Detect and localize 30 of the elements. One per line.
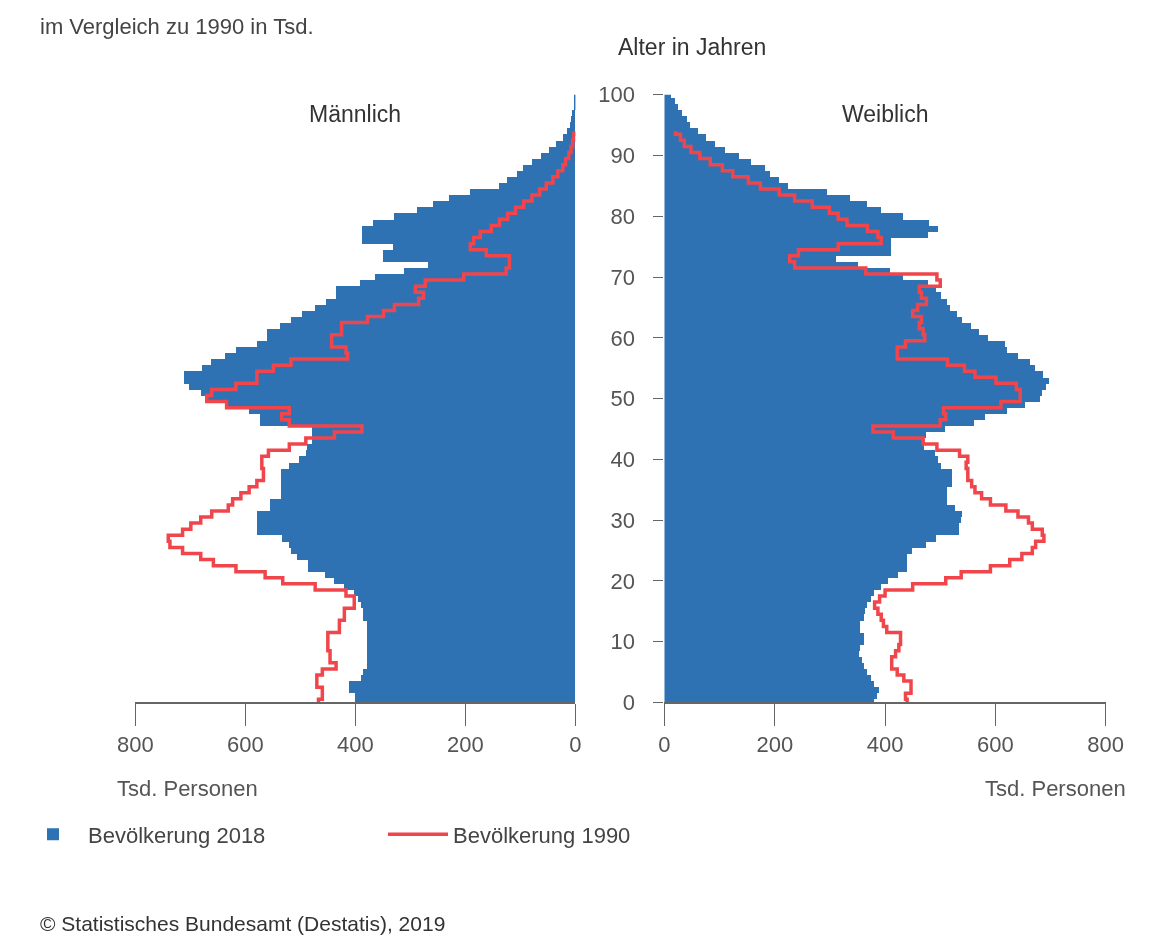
y-tick-label: 100: [598, 82, 636, 108]
x-tick-label: 800: [116, 732, 154, 758]
x-tick-label: 200: [447, 732, 484, 758]
x-tick-label: 600: [977, 732, 1014, 758]
x-tick-label: 800: [1087, 732, 1125, 758]
x-axis-title: Tsd. Personen: [117, 776, 258, 801]
y-tick-label: 70: [610, 264, 636, 290]
y-tick-label: 90: [610, 143, 636, 169]
y-tick-label: 20: [610, 568, 636, 594]
x-tick-label: 600: [226, 732, 264, 758]
y-tick-label: 30: [610, 507, 636, 533]
x-axis-title: Tsd. Personen: [985, 776, 1126, 801]
y-tick-label: 50: [610, 386, 636, 412]
y-tick-label: 80: [610, 204, 636, 229]
chart-title: Weiblich: [842, 101, 929, 127]
x-tick-label: 200: [756, 732, 794, 758]
chart-title: Männlich: [309, 101, 402, 127]
legend-label: Bevölkerung 1990: [453, 822, 631, 848]
y-tick-label: 40: [610, 447, 636, 473]
y-axis-title: Alter in Jahren: [618, 34, 767, 60]
x-tick-label: 400: [337, 732, 374, 758]
y-tick-label: 0: [622, 690, 636, 716]
chart-subtitle: im Vergleich zu 1990 in Tsd.: [40, 14, 314, 39]
x-tick-label: 0: [658, 732, 671, 758]
text: © Statistisches Bundesamt (Destatis), 2019: [40, 912, 446, 935]
legend-label: Bevölkerung 2018: [88, 822, 266, 848]
y-tick-label: 10: [610, 629, 636, 655]
y-tick-label: 60: [610, 325, 636, 351]
x-tick-label: 0: [569, 732, 582, 758]
x-tick-label: 400: [866, 732, 904, 758]
